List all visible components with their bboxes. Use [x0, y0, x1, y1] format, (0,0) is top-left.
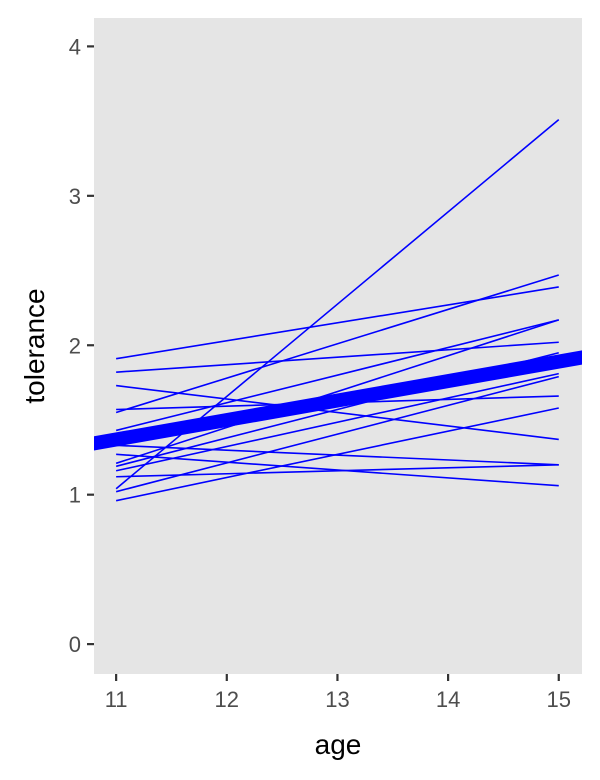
y-axis-title: tolerance	[19, 288, 50, 403]
y-tick-label: 1	[69, 483, 81, 508]
subject-line-15	[115, 407, 559, 502]
x-tick-label: 11	[105, 687, 128, 712]
y-tick-label: 2	[69, 333, 81, 358]
subject-line-1	[116, 286, 559, 360]
x-tick-label: 15	[547, 687, 571, 712]
subject-line-2	[116, 341, 559, 373]
y-tick-label: 4	[69, 34, 81, 59]
subject-line-3	[116, 384, 559, 441]
subject-line-9	[115, 319, 560, 465]
x-tick-label: 12	[215, 687, 239, 712]
mean-trend-line	[94, 350, 582, 451]
subject-line-5	[115, 274, 559, 414]
subject-line-12	[116, 463, 559, 478]
x-tick-label: 14	[436, 687, 460, 712]
y-tick-label: 0	[69, 632, 81, 657]
subject-line-14	[115, 375, 559, 493]
x-axis-title: age	[315, 729, 362, 760]
series-lines	[94, 118, 582, 502]
x-tick-label: 13	[325, 687, 349, 712]
subject-line-6	[115, 319, 559, 432]
subject-line-11	[115, 372, 559, 472]
y-tick-label: 3	[69, 184, 81, 209]
